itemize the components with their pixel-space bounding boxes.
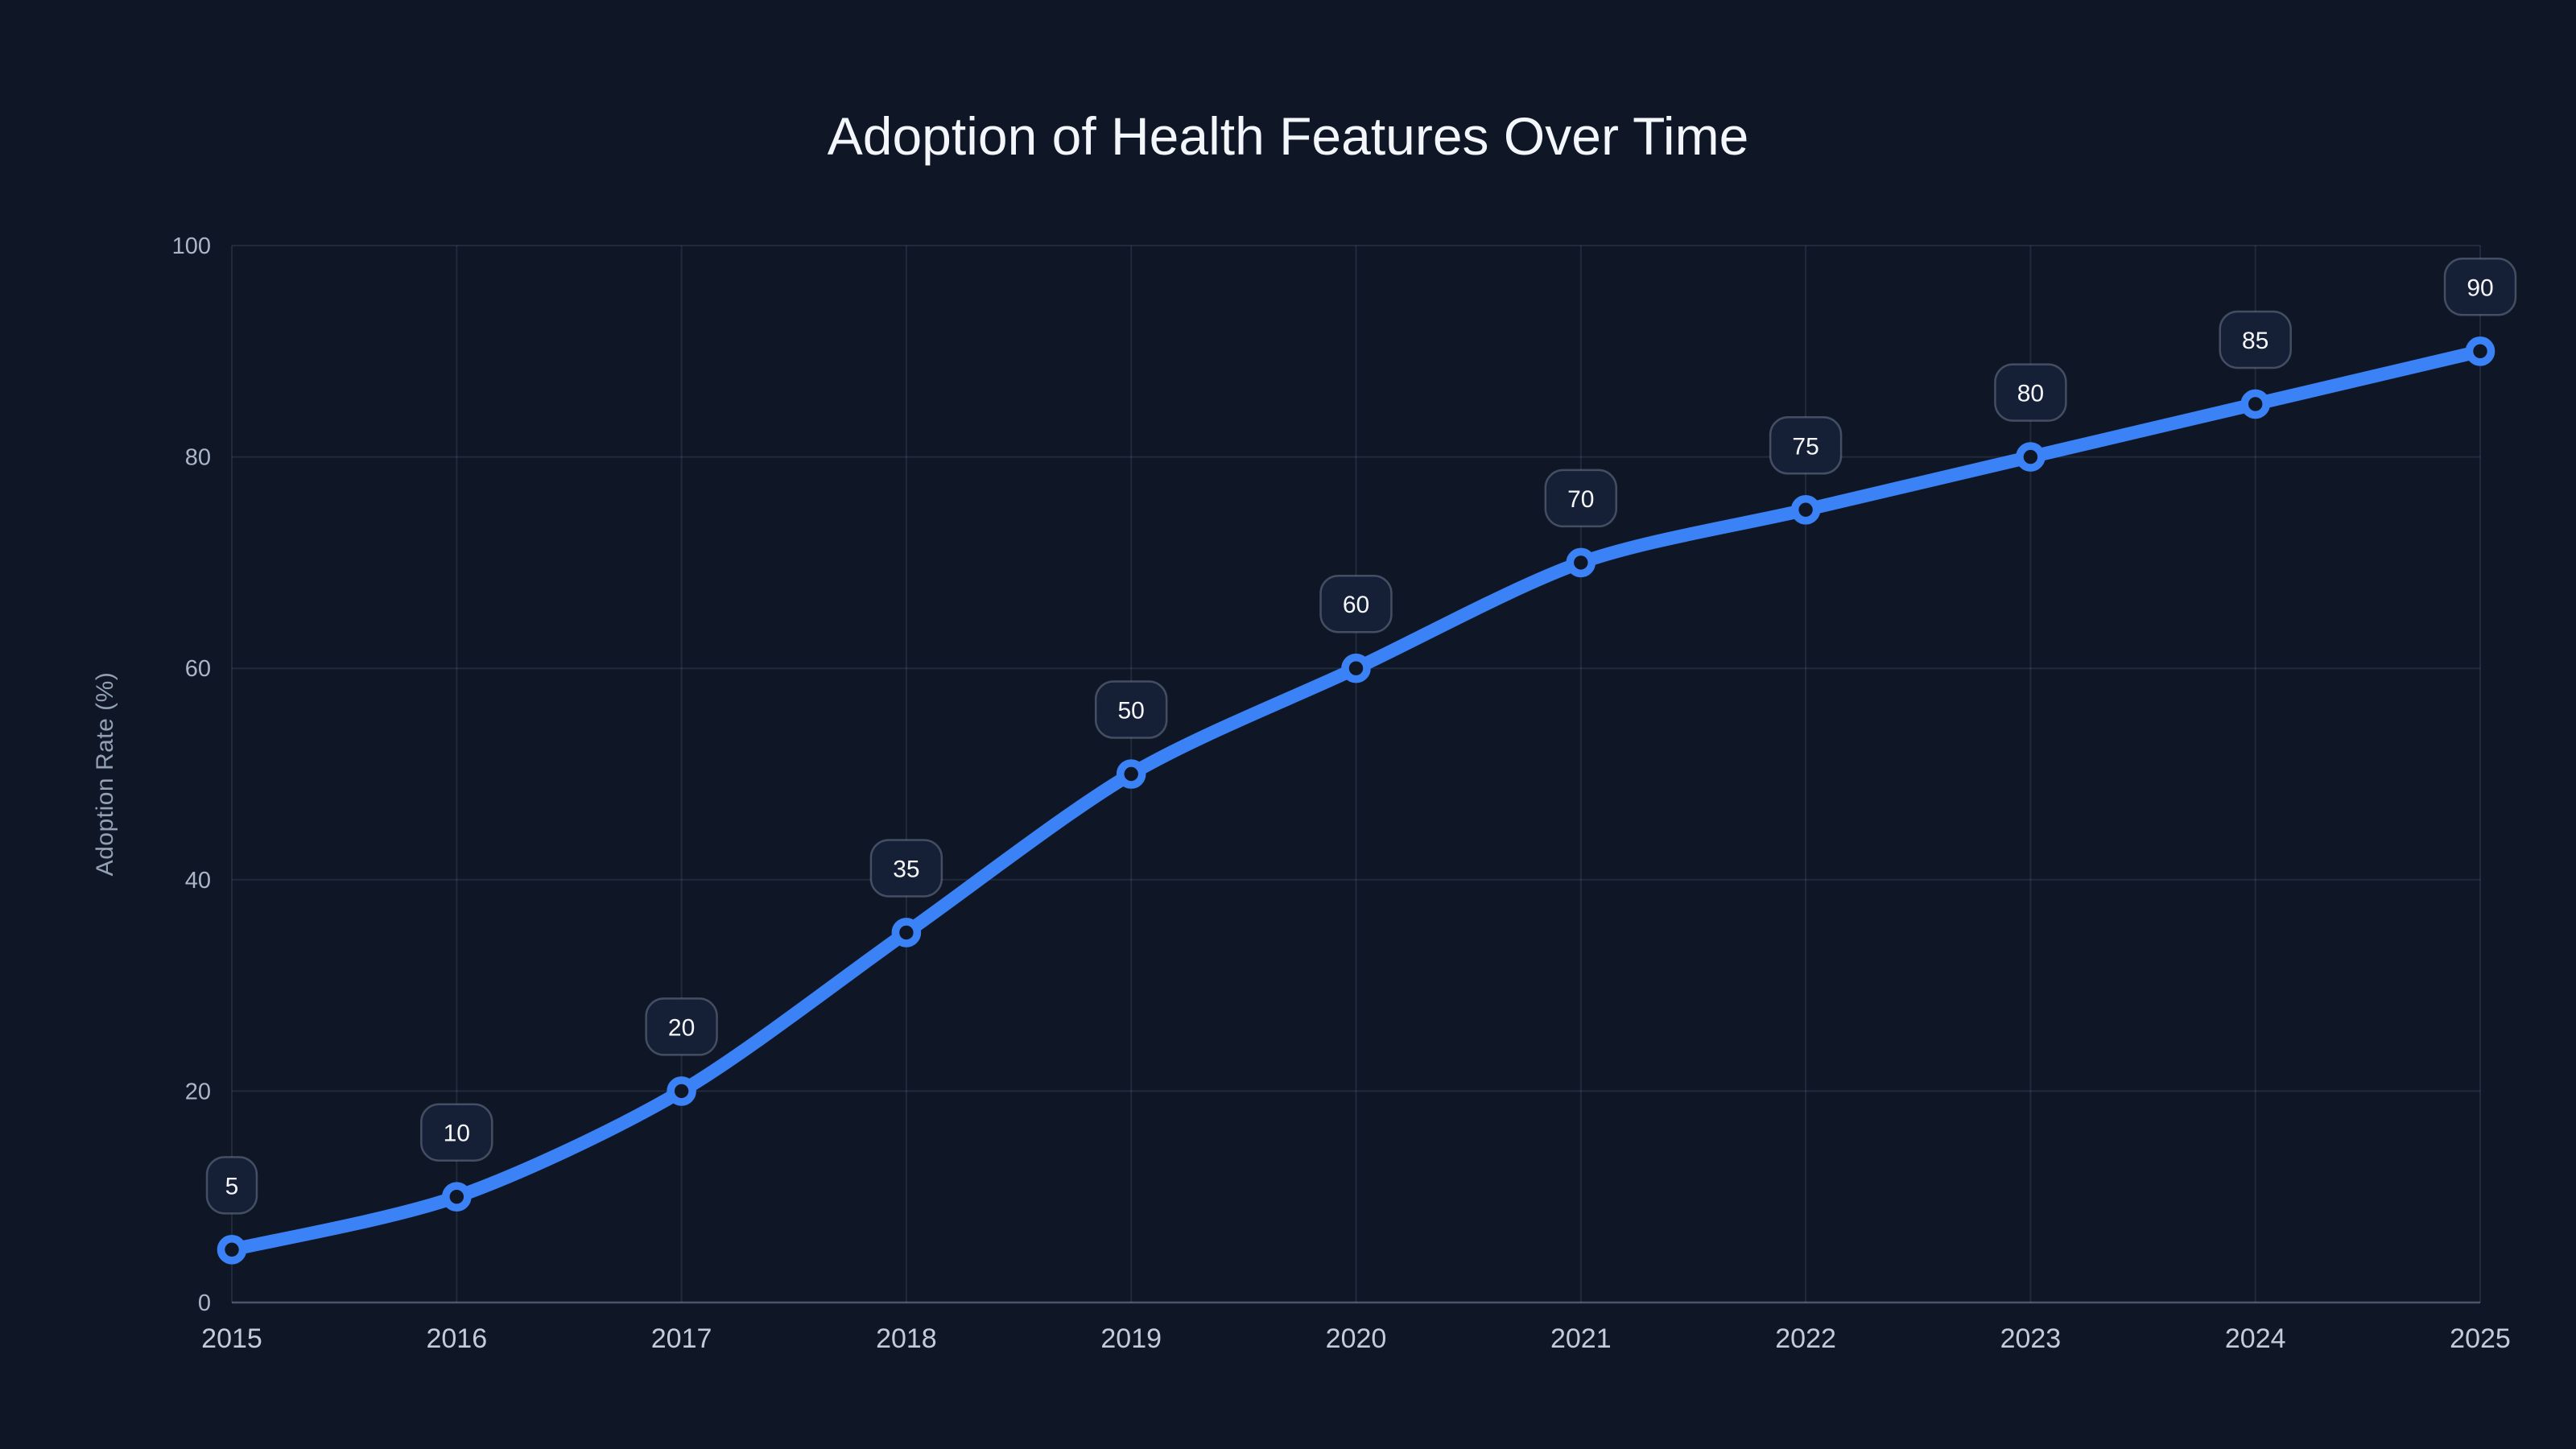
y-tick-label: 80 [185,445,211,471]
data-point-label: 90 [2467,275,2493,301]
x-tick-label: 2020 [1326,1323,1387,1354]
data-point-label-box [1994,363,2067,422]
y-tick-label: 20 [185,1079,211,1104]
x-tick-label: 2022 [1775,1323,1836,1354]
x-tick-label: 2016 [426,1323,487,1354]
y-tick-label: 40 [185,868,211,894]
data-point-label: 70 [1567,486,1594,513]
data-point-label: 60 [1343,592,1369,618]
y-tick-label: 0 [198,1290,211,1316]
data-point-label: 10 [444,1121,470,1147]
data-point-label: 50 [1118,698,1145,724]
data-point-label-box [420,1103,493,1162]
data-point-label: 5 [225,1173,239,1199]
data-point-label-box [1544,469,1618,528]
x-tick-label: 2015 [201,1323,262,1354]
data-point-label-box [1769,416,1843,475]
data-point-label-box [205,1156,258,1215]
x-tick-label: 2018 [876,1323,937,1354]
data-point-label-box [2443,258,2517,316]
data-point-label: 85 [2242,328,2268,354]
data-point-2019[interactable] [1116,759,1146,789]
data-point-2016[interactable] [441,1182,472,1212]
x-tick-label: 2023 [2000,1323,2062,1354]
data-point-label: 20 [668,1014,695,1041]
data-point-label: 35 [893,856,919,882]
x-tick-label: 2024 [2225,1323,2286,1354]
x-tick-label: 2025 [2450,1323,2511,1354]
data-point-2022[interactable] [1790,494,1821,525]
x-tick-label: 2017 [651,1323,712,1354]
data-point-label-box [2219,310,2292,369]
series-line [225,345,2487,1257]
y-axis-title: Adoption Rate (%) [92,672,118,877]
data-point-label: 75 [1792,433,1818,460]
data-point-2015[interactable] [217,1235,247,1265]
y-tick-label: 100 [172,233,211,259]
data-point-label-box [1319,574,1393,634]
data-point-label-box [869,839,943,898]
data-point-2024[interactable] [2240,389,2270,419]
x-tick-label: 2021 [1550,1323,1612,1354]
data-point-2025[interactable] [2465,336,2496,366]
data-point-2020[interactable] [1341,653,1371,683]
data-point-2018[interactable] [891,918,922,947]
y-tick-label: 60 [185,656,211,682]
data-point-label-box [1094,680,1168,739]
data-point-2023[interactable] [2016,442,2046,472]
data-point-label: 80 [2017,381,2044,407]
data-point-label-box [645,997,718,1056]
chart-title: Adoption of Health Features Over Time [828,106,1749,166]
data-point-2021[interactable] [1566,547,1596,578]
data-point-2017[interactable] [667,1076,696,1106]
x-tick-label: 2019 [1100,1323,1162,1354]
